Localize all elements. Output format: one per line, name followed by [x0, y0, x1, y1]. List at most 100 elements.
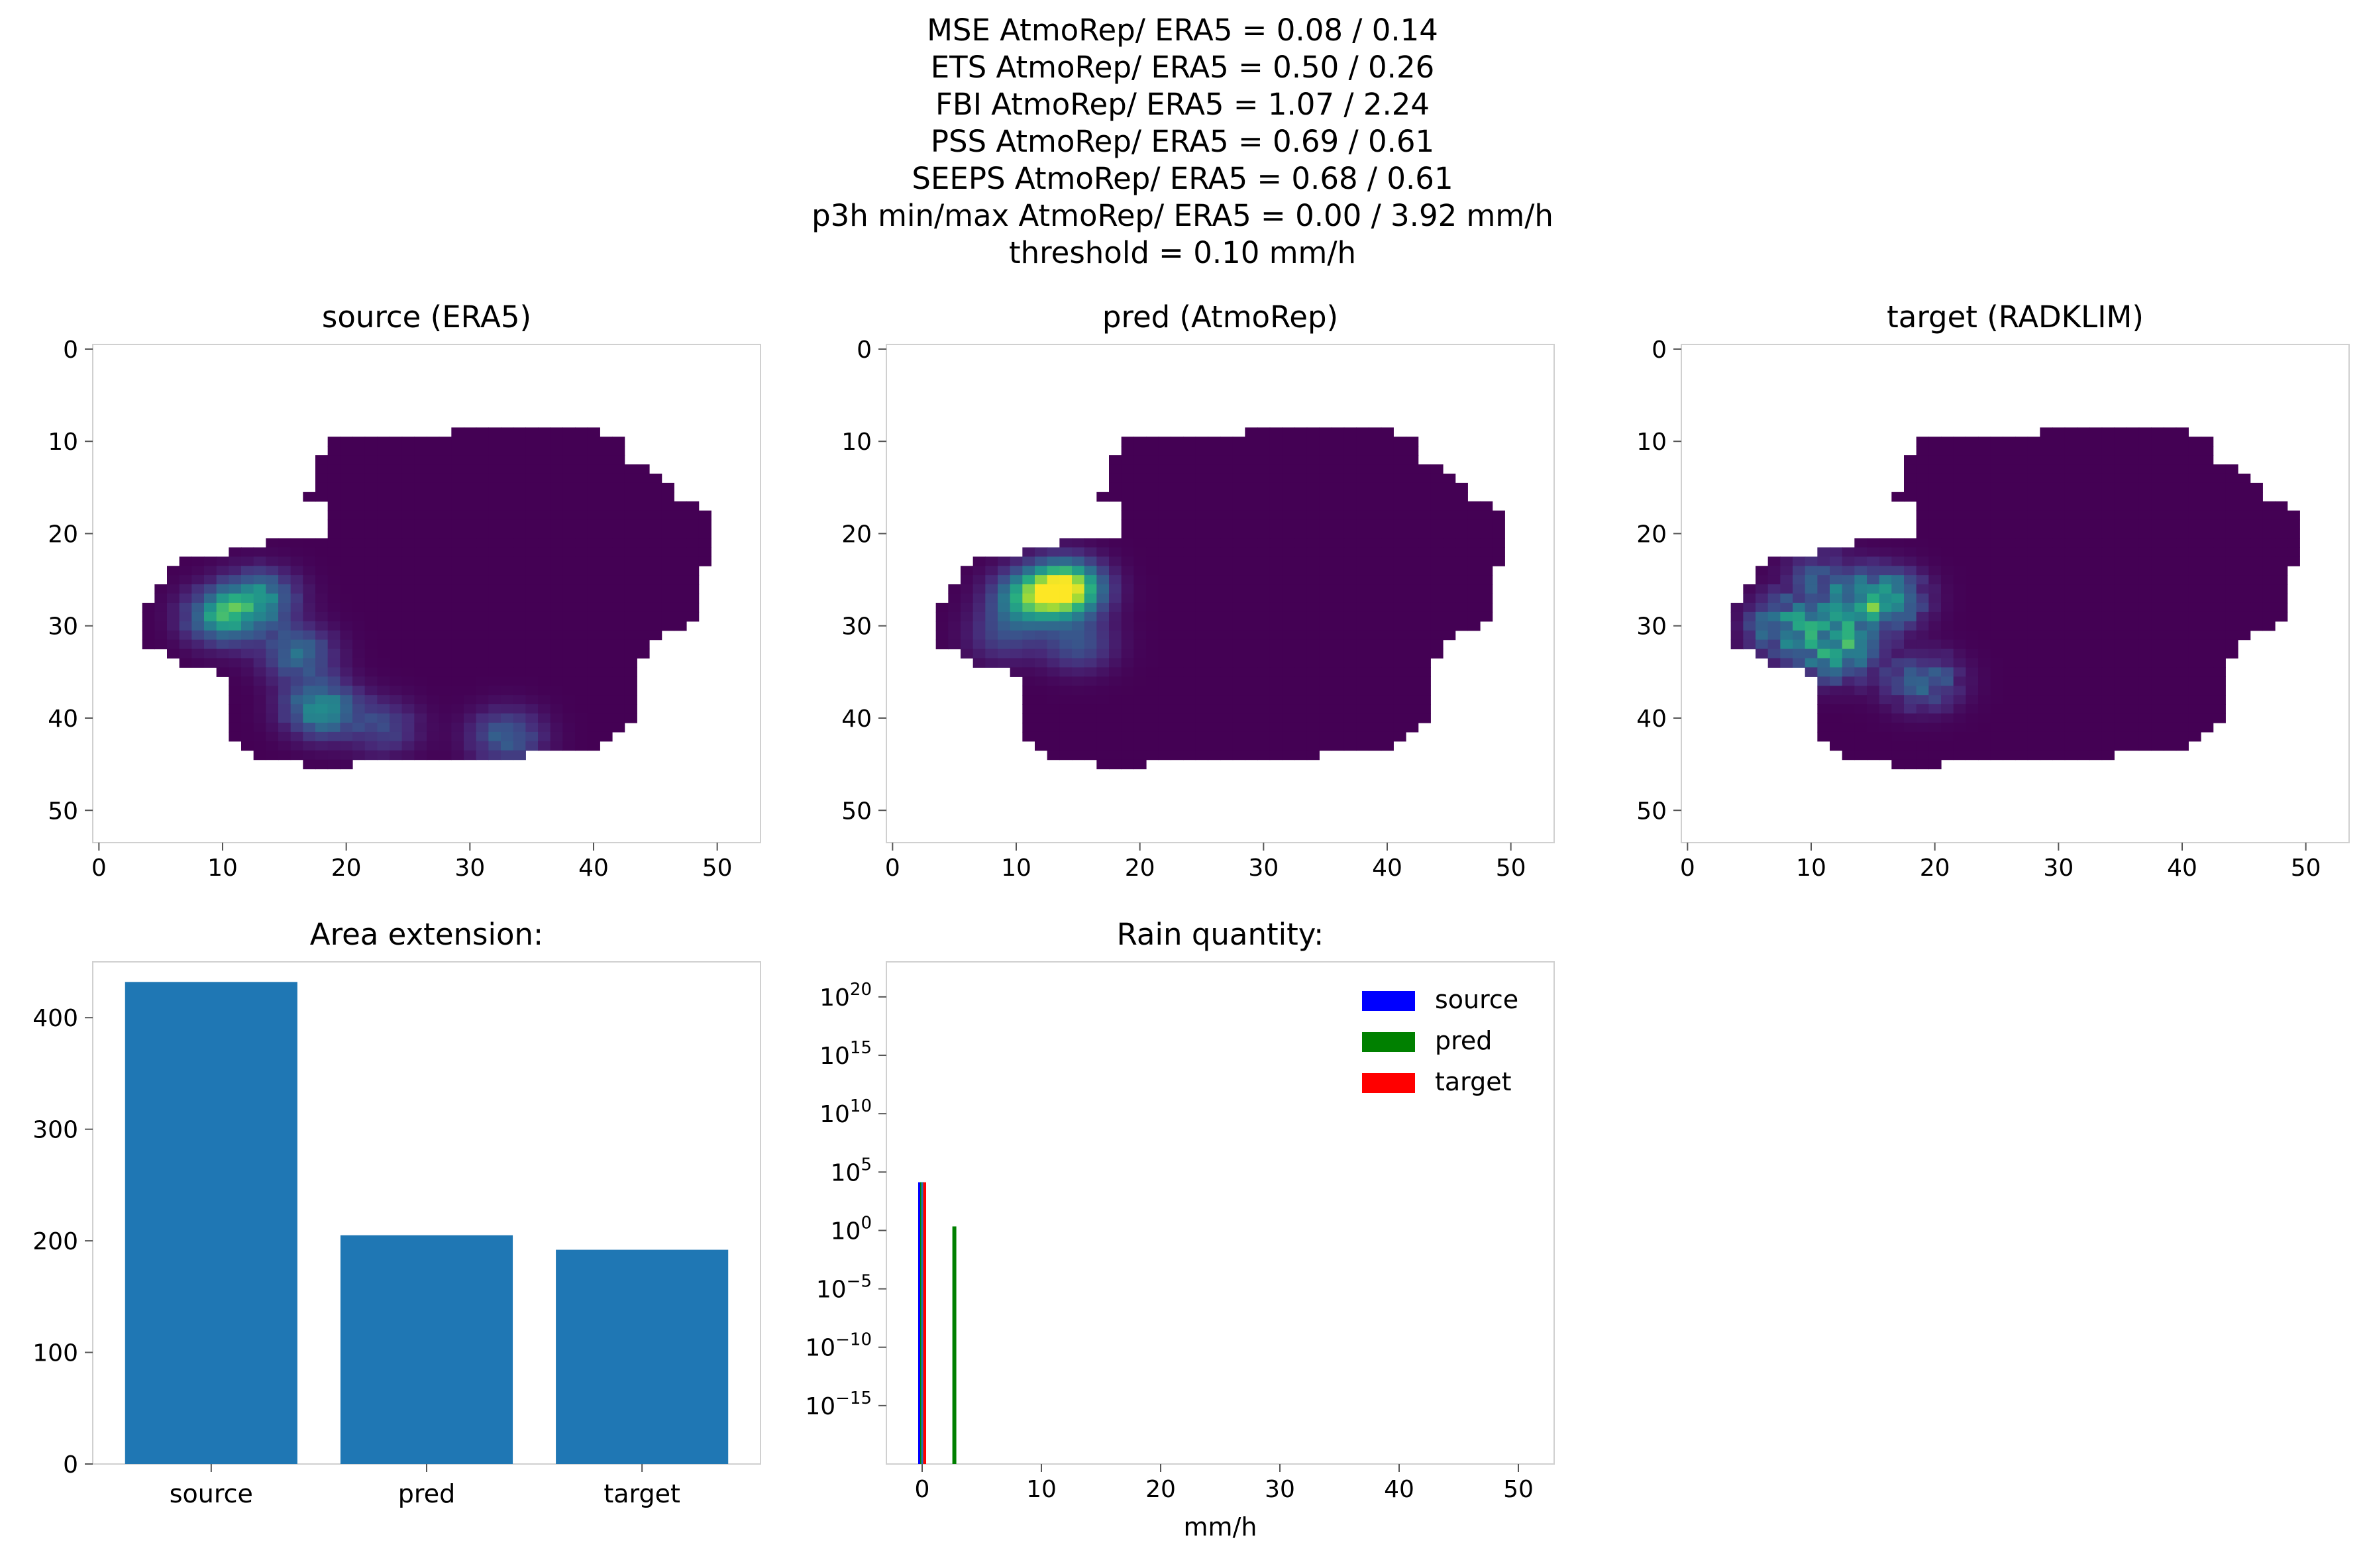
heatmap-cell — [1133, 492, 1147, 502]
heatmap-cell — [1406, 630, 1419, 641]
heatmap-cell — [1780, 566, 1793, 576]
heatmap-cell — [401, 713, 415, 723]
heatmap-cell — [1953, 704, 1966, 714]
heatmap-cell — [2188, 630, 2201, 641]
heatmap-cell — [1381, 482, 1394, 493]
heatmap-cell — [451, 455, 464, 465]
heatmap-cell — [2040, 455, 2053, 465]
heatmap-cell — [2225, 501, 2238, 511]
heatmap-cell — [550, 594, 563, 603]
heatmap-cell — [1879, 676, 1892, 686]
heatmap-cell — [1418, 686, 1431, 696]
heatmap-cell — [1867, 538, 1880, 548]
heatmap-cell — [1953, 731, 1966, 742]
heatmap-cell — [266, 611, 279, 622]
heatmap-cell — [1306, 529, 1320, 539]
heatmap-cell — [315, 750, 329, 760]
heatmap-cell — [191, 594, 205, 603]
heatmap-cell — [1269, 649, 1283, 659]
heatmap-cell — [2238, 482, 2251, 493]
heatmap-cell — [1245, 594, 1258, 603]
heatmap-cell — [575, 510, 588, 521]
heatmap-cell — [340, 722, 353, 733]
heatmap-cell — [1916, 510, 1929, 521]
panel-title: pred (AtmoRep) — [1102, 299, 1338, 335]
heatmap-cell — [1109, 639, 1122, 650]
heatmap-cell — [315, 704, 329, 714]
heatmap-cell — [1306, 446, 1320, 456]
heatmap-cell — [1406, 658, 1419, 668]
heatmap-cell — [1146, 584, 1159, 594]
heatmap-cell — [327, 611, 341, 622]
heatmap-cell — [1208, 529, 1221, 539]
heatmap-cell — [1294, 575, 1308, 585]
heatmap-cell — [1879, 621, 1892, 631]
x-tick-label: 10 — [1026, 1476, 1057, 1503]
heatmap-cell — [1904, 538, 1917, 548]
heatmap-cell — [2052, 611, 2066, 622]
heatmap-cell — [637, 473, 650, 484]
heatmap-cell — [1158, 658, 1171, 668]
heatmap-cell — [364, 750, 378, 760]
heatmap-cell — [575, 621, 588, 631]
heatmap-cell — [612, 713, 625, 723]
heatmap-cell — [488, 676, 501, 686]
suptitle-line-seeps: SEEPS AtmoRep/ ERA5 = 0.68 / 0.61 — [912, 161, 1453, 196]
heatmap-cell — [525, 473, 539, 484]
heatmap-cell — [2201, 492, 2214, 502]
heatmap-cell — [1941, 667, 1954, 677]
heatmap-cell — [414, 492, 427, 502]
heatmap-cell — [562, 492, 576, 502]
heatmap-cell — [1928, 529, 1942, 539]
heatmap-cell — [1879, 695, 1892, 705]
heatmap-cell — [476, 547, 489, 557]
heatmap-cell — [2201, 510, 2214, 521]
heatmap-cell — [1990, 649, 2003, 659]
heatmap-cell — [2003, 446, 2016, 456]
heatmap-cell — [439, 473, 452, 484]
heatmap-cell — [2040, 704, 2053, 714]
heatmap-cell — [1966, 639, 1979, 650]
heatmap-cell — [1306, 547, 1320, 557]
heatmap-cell — [1830, 649, 1843, 659]
heatmap-cell — [2188, 594, 2201, 603]
heatmap-cell — [1904, 658, 1917, 668]
heatmap-cell — [1035, 602, 1048, 613]
heatmap-cell — [1220, 446, 1234, 456]
heatmap-cell — [2164, 695, 2177, 705]
heatmap-cell — [1269, 695, 1283, 705]
heatmap-cell — [216, 602, 229, 613]
heatmap-cell — [2127, 695, 2140, 705]
heatmap-cell — [1393, 519, 1406, 530]
heatmap-cell — [142, 630, 155, 641]
heatmap-cell — [2151, 658, 2164, 668]
heatmap-cell — [1232, 602, 1245, 613]
heatmap-cell — [1146, 704, 1159, 714]
heatmap-cell — [488, 639, 501, 650]
heatmap-cell — [414, 695, 427, 705]
heatmap-cell — [2052, 621, 2066, 631]
heatmap-cell — [1220, 529, 1234, 539]
heatmap-cell — [2201, 594, 2214, 603]
heatmap-cell — [513, 529, 526, 539]
heatmap-cell — [1059, 575, 1073, 585]
heatmap-cell — [562, 510, 576, 521]
heatmap-cell — [1966, 686, 1979, 696]
heatmap-cell — [1195, 713, 1208, 723]
heatmap-cell — [1133, 566, 1147, 576]
heatmap-cell — [1891, 492, 1905, 502]
heatmap-cell — [364, 713, 378, 723]
heatmap-cell — [1257, 510, 1271, 521]
heatmap-cell — [2275, 538, 2288, 548]
heatmap-cell — [2127, 492, 2140, 502]
heatmap-cell — [364, 594, 378, 603]
heatmap-cell — [1319, 722, 1332, 733]
heatmap-cell — [2164, 584, 2177, 594]
heatmap-cell — [1183, 649, 1196, 659]
heatmap-cell — [1406, 482, 1419, 493]
heatmap-cell — [1443, 547, 1456, 557]
heatmap-cell — [686, 584, 700, 594]
heatmap-cell — [1393, 566, 1406, 576]
heatmap-cell — [1294, 547, 1308, 557]
heatmap-cell — [253, 566, 266, 576]
